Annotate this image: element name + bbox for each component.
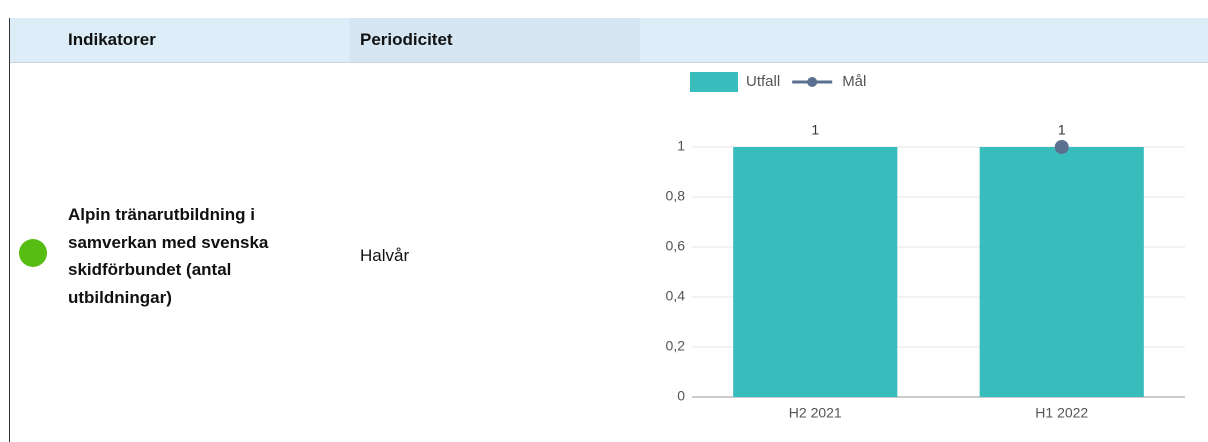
bar (979, 147, 1144, 397)
y-tick-label: 0 (677, 388, 685, 404)
x-tick-label: H1 2022 (1035, 405, 1088, 421)
y-tick-label: 0,2 (666, 338, 686, 354)
y-tick-label: 1 (677, 138, 685, 154)
x-tick-label: H2 2021 (789, 405, 842, 421)
status-dot (19, 239, 47, 267)
y-tick-label: 0,8 (666, 188, 686, 204)
data-label: 1 (1058, 122, 1066, 138)
legend-swatch (690, 72, 738, 92)
legend-label: Mål (842, 73, 866, 90)
legend-swatch (807, 77, 818, 87)
target-point (1054, 140, 1069, 154)
header-bg-col2 (350, 18, 640, 62)
bar (733, 147, 898, 397)
header-row-border (10, 62, 1208, 63)
left-border (9, 18, 10, 442)
y-tick-label: 0,4 (666, 288, 686, 304)
column-header: Periodicitet (360, 30, 453, 49)
column-header: Indikatorer (68, 30, 156, 49)
y-tick-label: 0,6 (666, 238, 686, 254)
indicator-name: Alpin tränarutbildning i samverkan med s… (68, 205, 269, 307)
period: Halvår (360, 246, 410, 265)
legend-label: Utfall (746, 73, 780, 90)
data-label: 1 (811, 122, 819, 138)
